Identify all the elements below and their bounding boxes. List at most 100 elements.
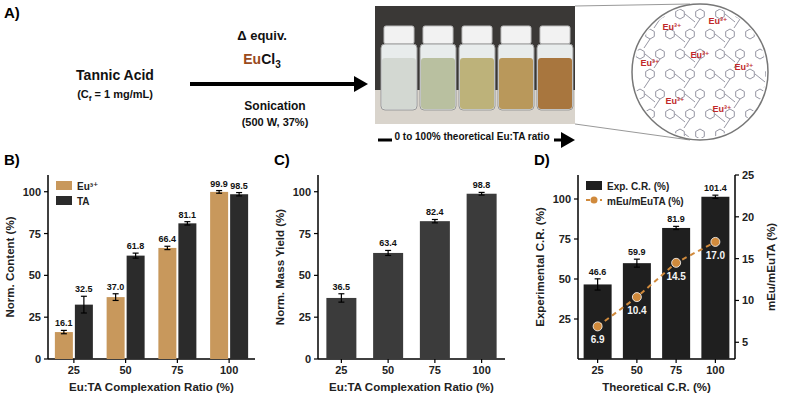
bar — [210, 192, 228, 359]
plot-area — [55, 191, 248, 359]
error-bar — [712, 195, 718, 198]
bond — [694, 19, 700, 28]
scheme: A)Tannic Acid(Cf = 1 mg/mL)Δ equiv.EuCl3… — [4, 4, 775, 148]
legend-swatch — [586, 181, 602, 190]
error-bar-cap — [61, 330, 67, 331]
reaction-arrow — [190, 82, 358, 86]
y-tick-label: 75 — [299, 228, 311, 240]
x-tick — [73, 359, 74, 363]
y2-tick — [735, 342, 739, 343]
ring — [646, 29, 655, 39]
y-axis-label: Experimental C.R. (%) — [534, 207, 546, 327]
reaction-arrow-head — [354, 76, 368, 92]
data-label: 101.4 — [704, 183, 727, 193]
eu-ion-label: Eu³⁺ — [662, 22, 681, 32]
error-bar — [164, 246, 170, 249]
bond — [684, 79, 690, 88]
y-tick — [574, 198, 578, 199]
ring — [636, 9, 645, 19]
bar — [420, 221, 450, 359]
x-tick-label: 50 — [382, 364, 394, 376]
error-bar-cap — [133, 253, 139, 254]
y-axis-label: Norm. Content (%) — [4, 216, 16, 317]
error-bar — [81, 296, 87, 313]
bar — [107, 297, 125, 359]
bond — [715, 34, 725, 42]
photo — [375, 6, 575, 124]
y2-axis-label: mEu/mEuTA (%) — [765, 223, 777, 311]
y-tick — [574, 238, 578, 239]
reactant: Tannic Acid — [76, 67, 154, 83]
x-tick-label: 25 — [592, 364, 604, 376]
y2-tick — [735, 174, 739, 175]
error-bar-cap — [81, 312, 87, 313]
concentration-part: (C — [77, 88, 89, 100]
bond — [654, 139, 660, 148]
bond — [725, 94, 735, 102]
bond — [694, 139, 700, 148]
ring — [696, 89, 705, 99]
x-tick-label: 75 — [670, 364, 682, 376]
y-axis — [577, 175, 579, 359]
ring — [756, 49, 765, 59]
x-tick — [125, 359, 126, 363]
y-tick — [314, 358, 318, 359]
ring — [656, 89, 665, 99]
y2-tick — [735, 258, 739, 259]
data-label: 36.5 — [333, 282, 351, 292]
error-bar-cap — [216, 190, 222, 191]
y-tick — [574, 318, 578, 319]
bond — [724, 39, 730, 48]
data-label: 37.0 — [107, 282, 125, 292]
ring — [756, 9, 765, 19]
legend-label: TA — [77, 196, 90, 207]
concentration: (Cf = 1 mg/mL) — [77, 88, 153, 103]
error-bar-cap — [113, 300, 119, 301]
x-tick-label: 100 — [706, 364, 724, 376]
ring — [756, 89, 765, 99]
eu-ion-label: Eu³⁺ — [640, 58, 659, 68]
reagent-part: Cl — [261, 51, 275, 67]
data-labels: 16.137.066.499.932.561.881.198.5 — [55, 179, 248, 329]
panel-label: A) — [4, 4, 20, 21]
panel-label: D) — [534, 151, 550, 168]
bond — [765, 14, 775, 22]
y-tick-label: 25 — [299, 311, 311, 323]
condition-detail: (500 W, 37%) — [242, 116, 309, 128]
eu-ion-label: Eu³⁺ — [734, 62, 753, 72]
bond — [675, 34, 685, 42]
ring — [716, 49, 725, 59]
error-bar-cap — [673, 229, 679, 230]
ring — [676, 9, 685, 19]
bond — [734, 19, 740, 28]
x-tick-label: 25 — [68, 364, 80, 376]
y-axis-label: Norm. Mass Yield (%) — [274, 209, 286, 325]
bond — [645, 14, 655, 22]
error-bar-cap — [432, 222, 438, 223]
error-bar-cap — [236, 195, 242, 196]
bond — [694, 99, 700, 108]
error-bar-cap — [164, 246, 170, 247]
x-tick-label: 25 — [335, 364, 347, 376]
ring — [706, 69, 715, 79]
data-label: 81.1 — [179, 210, 197, 220]
bar — [584, 284, 612, 359]
y2-tick-label: 25 — [742, 169, 754, 181]
chart: D)255075100255075100Theoretical C.R. (%)… — [534, 151, 777, 393]
eu-ion-label: Eu³⁺ — [712, 104, 731, 114]
ring — [766, 109, 775, 119]
error-bar-cap — [712, 198, 718, 199]
data-label: 16.1 — [55, 318, 73, 328]
bond — [725, 134, 735, 142]
reagent-sub: 3 — [275, 59, 281, 70]
ring — [676, 129, 685, 139]
bond — [684, 39, 690, 48]
ring — [726, 69, 735, 79]
y-tick-label: 100 — [293, 186, 311, 198]
ring — [676, 49, 685, 59]
data-labels: 46.659.981.9101.46.910.414.517.0 — [589, 183, 727, 345]
bar — [127, 256, 145, 359]
y-tick — [314, 275, 318, 276]
data-labels: 36.563.482.498.8 — [333, 180, 491, 291]
vial — [537, 44, 573, 110]
